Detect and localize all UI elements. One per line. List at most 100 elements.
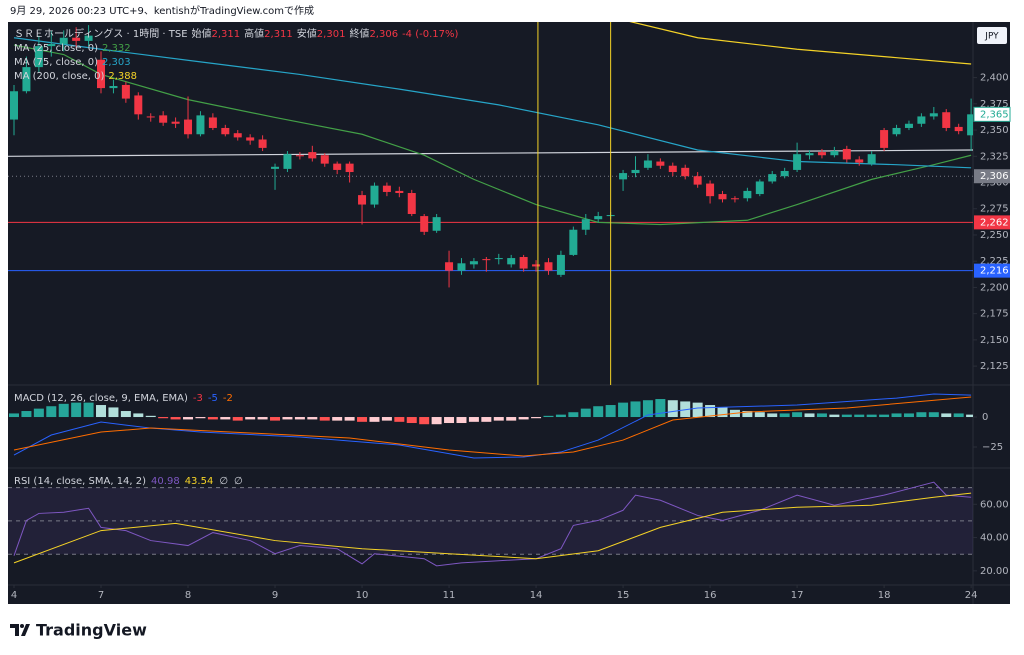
macd-histogram-bar: [158, 417, 169, 419]
macd-histogram-bar: [680, 401, 691, 418]
x-tick-label: 17: [791, 590, 804, 601]
macd-histogram-bar: [891, 413, 902, 418]
y-tick-label: 2,250: [980, 230, 1009, 241]
candle-body: [569, 229, 578, 255]
macd-histogram-bar: [58, 403, 69, 418]
brand: TradingView: [36, 621, 147, 640]
macd-histogram-bar: [928, 412, 939, 418]
macd-histogram-bar: [642, 400, 653, 418]
candle-body: [370, 185, 379, 205]
currency: JPY: [984, 32, 999, 42]
candle-body: [594, 216, 603, 220]
rsi-line: [13, 481, 972, 567]
y-tick-label: 2,325: [980, 151, 1009, 162]
macd-histogram-bar: [344, 417, 355, 421]
y-tick-label: 2,350: [980, 125, 1009, 136]
macd-histogram-bar: [444, 417, 455, 424]
legend-item: 2,311: [264, 29, 293, 40]
legend-item: 2,303: [102, 57, 131, 68]
candle-body: [855, 159, 864, 163]
macd-histogram-bar: [419, 417, 430, 425]
candle-body: [333, 163, 342, 170]
macd-histogram-bar: [108, 407, 119, 418]
candle-body: [345, 163, 354, 173]
macd-histogram-bar: [83, 402, 94, 418]
y-tick-label: 2,225: [980, 256, 1009, 267]
legend-item: 2,306: [369, 29, 398, 40]
macd-histogram-bar: [282, 417, 293, 420]
price-tag-label: 2,306: [980, 171, 1009, 182]
legend-item: ∅: [219, 476, 228, 487]
macd-line: [13, 396, 972, 457]
ma-legend: MA (25, close, 0) 2,332: [14, 43, 131, 54]
candle-body: [395, 190, 404, 194]
rsi-tick-label: 40.00: [980, 533, 1009, 544]
macd-histogram-bar: [170, 417, 181, 420]
candle-body: [233, 133, 242, 138]
macd-histogram-bar: [245, 417, 256, 420]
candle-body: [295, 155, 304, 157]
moving-average: [13, 44, 972, 226]
candle-body: [917, 116, 926, 124]
legend-item: -5: [208, 393, 218, 404]
macd-pane: [9, 393, 973, 459]
macd-histogram-bar: [742, 411, 753, 418]
candle-body: [643, 160, 652, 168]
macd-histogram-bar: [593, 406, 604, 418]
macd-histogram-bar: [406, 417, 417, 424]
candle-body: [320, 155, 329, 164]
macd-histogram-bar: [332, 417, 343, 421]
candle-body: [146, 116, 155, 118]
candle-body: [382, 185, 391, 192]
macd-histogram-bar: [96, 405, 107, 418]
macd-histogram-bar: [655, 399, 666, 418]
macd-histogram-bar: [580, 408, 591, 418]
macd-histogram-bar: [71, 402, 82, 418]
candle-body: [134, 95, 143, 115]
rsi-legend: RSI (14, close, SMA, 14, 2) 40.98 43.54 ∅ ∅: [14, 476, 243, 487]
macd-histogram-bar: [232, 417, 243, 421]
macd-histogram-bar: [568, 412, 579, 418]
macd-histogram-bar: [667, 400, 678, 418]
macd-histogram-bar: [257, 417, 268, 420]
macd-histogram-bar: [120, 411, 131, 418]
macd-histogram-bar: [605, 405, 616, 418]
macd-histogram-bar: [692, 402, 703, 418]
candle-body: [904, 123, 913, 128]
macd-histogram-bar: [543, 415, 554, 418]
legend-item: 2,388: [108, 71, 137, 82]
candle-body: [929, 113, 938, 117]
candle-body: [619, 173, 628, 180]
candle-body: [668, 165, 677, 173]
macd-histogram-bar: [531, 417, 542, 419]
candle-body: [693, 176, 702, 185]
price-tag: [974, 263, 1010, 278]
candle-body: [793, 154, 802, 170]
candle-body: [97, 59, 106, 89]
last-price-label: 2,365: [980, 109, 1009, 120]
macd-histogram-bar: [792, 412, 803, 418]
candle-body: [283, 154, 292, 169]
macd-histogram-bar: [966, 414, 973, 418]
candle-body: [743, 190, 752, 199]
legend-item: 2,332: [102, 43, 131, 54]
legend-item: 2,301: [317, 29, 346, 40]
candle-body: [271, 166, 280, 169]
moving-average: [13, 37, 972, 169]
price-tag: [974, 169, 1010, 184]
ma-legend: MA (200, close, 0) 2,388: [14, 71, 137, 82]
legend-item: 終値: [349, 27, 369, 40]
candle-body: [532, 264, 541, 267]
macd-histogram-bar: [767, 413, 778, 418]
macd-histogram-bar: [879, 414, 890, 418]
macd-histogram-bar: [754, 412, 765, 418]
candle-body: [780, 170, 789, 177]
candle-body: [407, 193, 416, 214]
logo: TradingView: [10, 621, 147, 640]
y-tick-label: 2,400: [980, 73, 1009, 84]
y-tick-label: 2,175: [980, 309, 1009, 320]
rsi-tick-label: 60.00: [980, 499, 1009, 510]
macd-histogram-bar: [319, 417, 330, 421]
y-tick-label: 2,375: [980, 99, 1009, 110]
candle-body: [159, 115, 168, 123]
